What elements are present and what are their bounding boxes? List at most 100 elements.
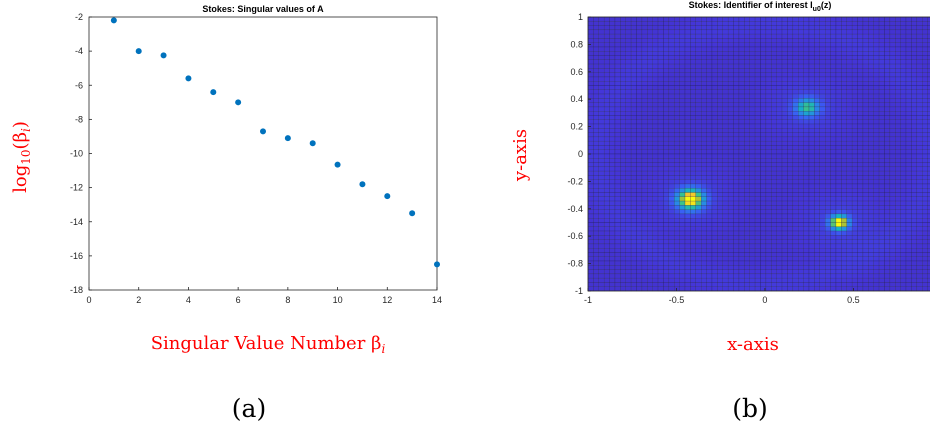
heatmap-cell — [738, 132, 745, 138]
heatmap-cell — [808, 166, 815, 172]
heatmap-cell — [787, 16, 794, 22]
heatmap-cell — [630, 119, 637, 125]
heatmap-cell — [803, 235, 810, 240]
heatmap-cell — [754, 128, 761, 133]
heatmap-cell — [868, 38, 874, 43]
heatmap-cell — [760, 63, 767, 69]
heatmap-cell — [927, 273, 930, 279]
heatmap-cell — [889, 188, 896, 193]
heatmap-cell — [857, 68, 864, 73]
heatmap-cell — [878, 188, 885, 193]
heatmap-cell — [765, 256, 772, 262]
heatmap-cell — [641, 213, 648, 219]
heatmap-cell — [663, 205, 670, 210]
heatmap-cell — [889, 132, 896, 138]
heatmap-cell — [657, 269, 664, 275]
heatmap-cell — [733, 140, 740, 146]
heatmap-cell — [749, 29, 756, 35]
heatmap-cell — [679, 46, 686, 52]
heatmap-cell — [711, 239, 718, 245]
heatmap-cell — [916, 213, 923, 219]
heatmap-cell — [733, 252, 740, 257]
heatmap-cell — [884, 200, 891, 206]
heatmap-cell — [771, 153, 777, 159]
heatmap-cell — [598, 162, 605, 168]
heatmap-cell — [717, 188, 723, 193]
y-tick-label: 0.4 — [570, 94, 583, 104]
heatmap-cell — [598, 132, 605, 138]
heatmap-cell — [701, 132, 707, 138]
heatmap-cell — [674, 192, 680, 197]
heatmap-cell — [927, 106, 930, 112]
heatmap-cell — [835, 265, 842, 270]
heatmap-cell — [765, 170, 772, 176]
heatmap-cell — [765, 102, 772, 108]
heatmap-cell — [922, 115, 928, 120]
heatmap-cell — [814, 282, 820, 287]
heatmap-cell — [884, 260, 891, 266]
heatmap-cell — [625, 170, 632, 176]
heatmap-cell — [620, 111, 626, 116]
heatmap-cell — [781, 205, 788, 210]
heatmap-cell — [841, 72, 847, 78]
heatmap-cell — [744, 16, 750, 22]
heatmap-cell — [851, 183, 858, 189]
heatmap-cell — [609, 68, 616, 73]
heatmap-cell — [663, 239, 670, 245]
heatmap-cell — [771, 145, 777, 150]
heatmap-cell — [841, 166, 847, 172]
heatmap-cell — [717, 145, 723, 150]
heatmap-cell — [819, 153, 826, 159]
heatmap-cell — [668, 183, 675, 189]
heatmap-cell — [808, 243, 815, 249]
heatmap-cell — [814, 286, 820, 292]
heatmap-cell — [609, 235, 616, 240]
heatmap-cell — [911, 93, 918, 99]
heatmap-cell — [922, 55, 928, 60]
y-axis-label: log10(βi) — [10, 121, 33, 193]
heatmap-cell — [641, 209, 648, 215]
heatmap-cell — [878, 200, 885, 206]
heatmap-cell — [835, 222, 842, 227]
heatmap-cell — [754, 162, 761, 168]
heatmap-cell — [733, 98, 740, 103]
heatmap-cell — [771, 218, 777, 223]
heatmap-cell — [636, 16, 643, 22]
heatmap-cell — [587, 230, 594, 236]
heatmap-cell — [663, 93, 670, 99]
heatmap-cell — [674, 136, 680, 142]
heatmap-cell — [895, 33, 901, 39]
heatmap-cell — [738, 265, 745, 270]
heatmap-cell — [754, 51, 761, 56]
heatmap-cell — [846, 119, 853, 125]
heatmap-cell — [657, 123, 664, 129]
heatmap-cell — [744, 102, 750, 108]
heatmap-cell — [663, 136, 670, 142]
heatmap-cell — [663, 277, 670, 283]
heatmap-cell — [636, 119, 643, 125]
heatmap-cell — [603, 256, 610, 262]
heatmap-cell — [609, 256, 616, 262]
heatmap-cell — [916, 42, 923, 48]
heatmap-cell — [857, 16, 864, 22]
heatmap-cell — [781, 33, 788, 39]
heatmap-cell — [630, 277, 637, 283]
heatmap-cell — [701, 235, 707, 240]
heatmap-cell — [878, 123, 885, 129]
heatmap-cell — [776, 55, 783, 60]
heatmap-cell — [754, 29, 761, 35]
heatmap-cell — [684, 98, 691, 103]
heatmap-cell — [636, 68, 643, 73]
heatmap-cell — [916, 200, 923, 206]
heatmap-cell — [749, 102, 756, 108]
heatmap-cell — [663, 252, 670, 257]
heatmap-cell — [614, 128, 621, 133]
heatmap-cell — [798, 55, 804, 60]
heatmap-cell — [792, 239, 799, 245]
heatmap-cell — [760, 192, 767, 197]
heatmap-cell — [603, 76, 610, 82]
heatmap-cell — [787, 265, 794, 270]
heatmap-cell — [841, 42, 847, 48]
heatmap-cell — [803, 269, 810, 275]
heatmap-cell — [851, 218, 858, 223]
